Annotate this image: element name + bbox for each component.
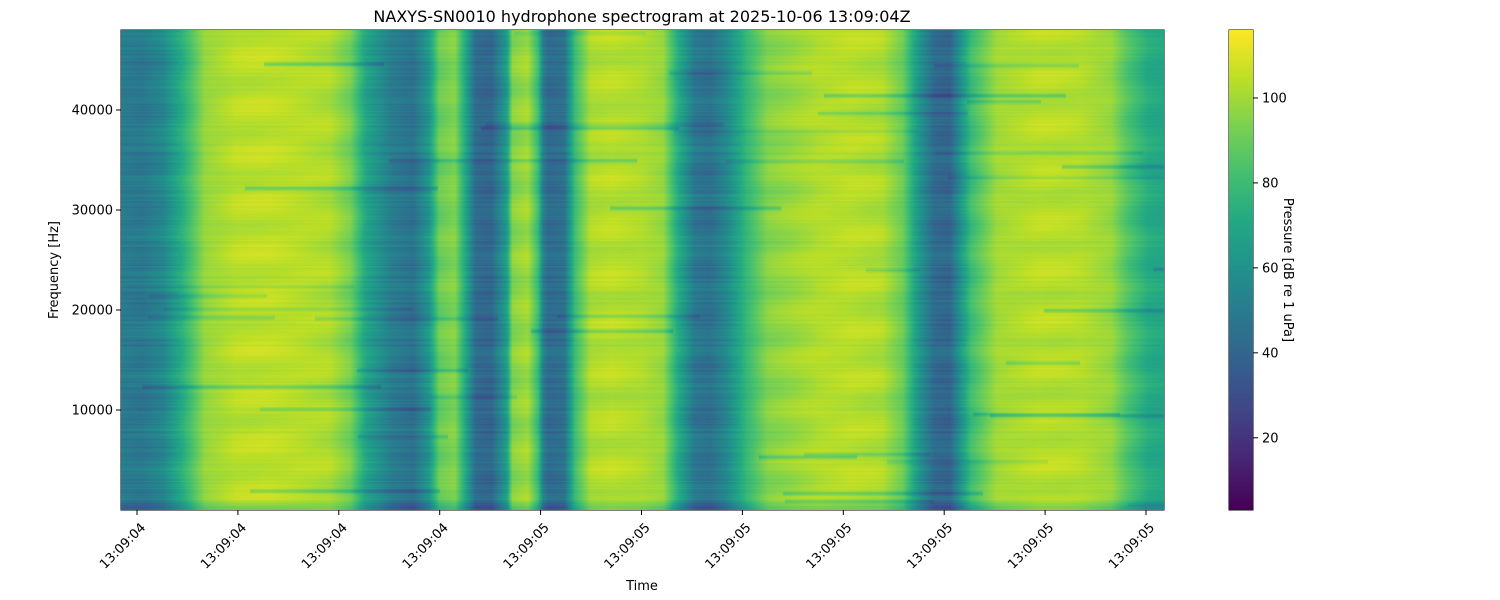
x-axis-label: Time (625, 579, 658, 594)
x-tick-label: 13:09:05 (1005, 520, 1057, 572)
colorbar-label: Pressure [dB re 1 uPa] (1280, 198, 1295, 342)
y-axis-label: Frequency [Hz] (47, 221, 62, 319)
x-tick-label: 13:09:04 (400, 520, 452, 572)
y-tick-label: 40000 (72, 104, 113, 119)
x-tick-label: 13:09:05 (602, 520, 654, 572)
colorbar-axis: 20 40 60 80 100 (1253, 91, 1287, 446)
y-tick-label: 30000 (72, 204, 113, 219)
x-tick-label: 13:09:05 (703, 520, 755, 572)
y-tick-label: 20000 (72, 304, 113, 319)
y-axis: 10000 20000 30000 40000 (72, 104, 121, 419)
colorbar-tick-label: 100 (1262, 91, 1287, 106)
chart-title: NAXYS-SN0010 hydrophone spectrogram at 2… (373, 7, 910, 26)
colorbar-tick-label: 60 (1262, 261, 1279, 276)
x-tick-label: 13:09:05 (1106, 520, 1158, 572)
spectrogram-heatmap (121, 30, 1164, 510)
x-tick-label: 13:09:05 (803, 520, 855, 572)
colorbar-tick-label: 40 (1262, 346, 1279, 361)
x-tick-label: 13:09:04 (198, 520, 250, 572)
colorbar-tick-label: 80 (1262, 176, 1279, 191)
x-axis: 13:09:04 13:09:04 13:09:04 13:09:04 13:09:05… (97, 510, 1158, 572)
x-tick-label: 13:09:05 (904, 520, 956, 572)
y-tick-label: 10000 (72, 404, 113, 419)
colorbar-tick-label: 20 (1262, 431, 1279, 446)
x-tick-label: 13:09:05 (501, 520, 553, 572)
colorbar (1229, 30, 1253, 510)
x-tick-label: 13:09:04 (299, 520, 351, 572)
x-tick-label: 13:09:04 (97, 520, 149, 572)
